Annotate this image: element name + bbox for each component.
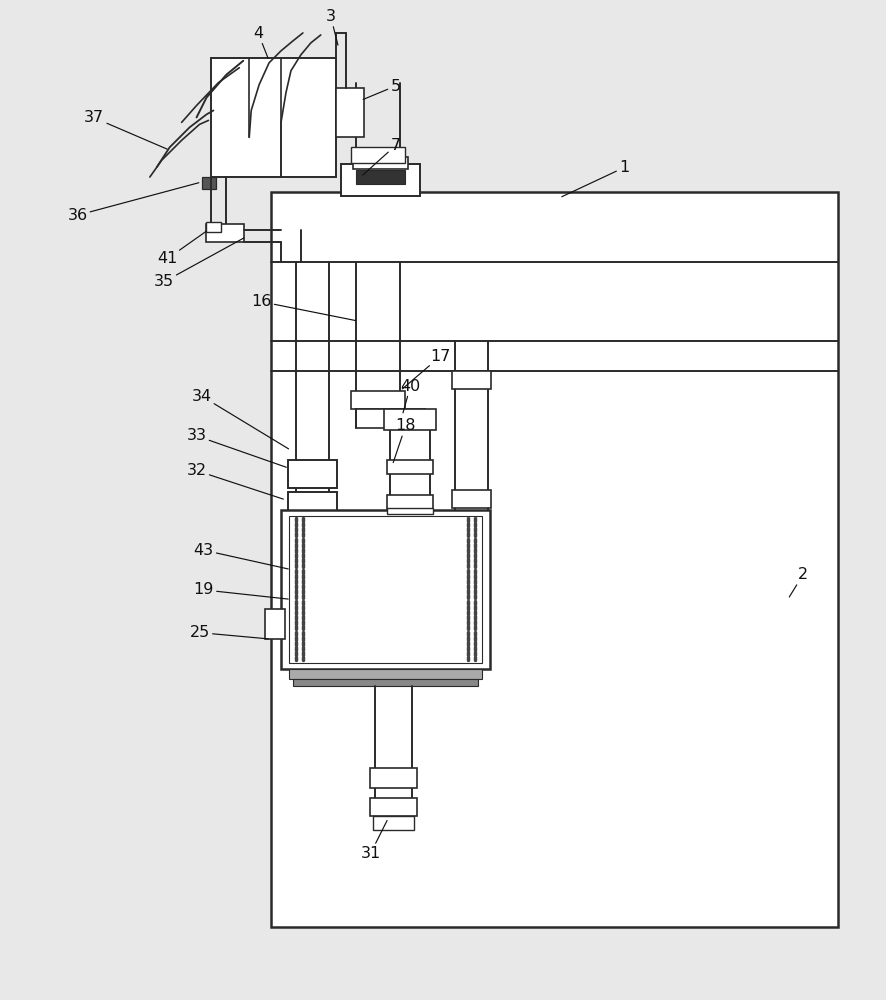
- Bar: [452, 490, 491, 508]
- Bar: [289, 516, 482, 663]
- Bar: [370, 768, 417, 788]
- Text: 37: 37: [84, 110, 167, 149]
- Bar: [271, 192, 837, 927]
- Text: 4: 4: [253, 26, 268, 58]
- Text: 2: 2: [789, 567, 808, 597]
- Text: 25: 25: [190, 625, 268, 640]
- Text: 7: 7: [362, 138, 400, 175]
- Bar: [212, 58, 336, 177]
- Text: 19: 19: [193, 582, 288, 599]
- Bar: [201, 177, 216, 189]
- Bar: [355, 409, 425, 428]
- Bar: [288, 492, 337, 520]
- Text: 40: 40: [400, 379, 421, 413]
- Bar: [289, 669, 482, 679]
- Bar: [340, 164, 420, 196]
- Text: 5: 5: [363, 79, 400, 99]
- Bar: [452, 371, 491, 389]
- Text: 1: 1: [562, 160, 629, 197]
- Text: 17: 17: [402, 349, 450, 389]
- Bar: [355, 170, 405, 184]
- Text: 16: 16: [252, 294, 356, 321]
- Bar: [281, 510, 490, 669]
- Bar: [206, 224, 245, 242]
- Text: 43: 43: [193, 543, 288, 569]
- Bar: [351, 147, 405, 163]
- Text: 18: 18: [393, 418, 416, 463]
- Bar: [387, 508, 433, 514]
- Bar: [206, 222, 222, 232]
- Bar: [373, 816, 414, 830]
- Bar: [387, 495, 433, 509]
- Bar: [288, 460, 337, 488]
- Bar: [353, 157, 408, 169]
- Bar: [351, 391, 405, 409]
- Bar: [293, 679, 478, 686]
- Bar: [265, 609, 285, 639]
- Text: 34: 34: [191, 389, 289, 449]
- Bar: [336, 88, 363, 137]
- Text: 33: 33: [187, 428, 286, 467]
- Text: 31: 31: [361, 820, 387, 861]
- Text: 32: 32: [187, 463, 284, 499]
- Bar: [370, 798, 417, 816]
- Text: 3: 3: [326, 9, 338, 45]
- Bar: [387, 460, 433, 474]
- Text: 41: 41: [157, 231, 206, 266]
- Bar: [385, 409, 436, 430]
- Text: 35: 35: [154, 238, 244, 289]
- Text: 36: 36: [67, 183, 198, 223]
